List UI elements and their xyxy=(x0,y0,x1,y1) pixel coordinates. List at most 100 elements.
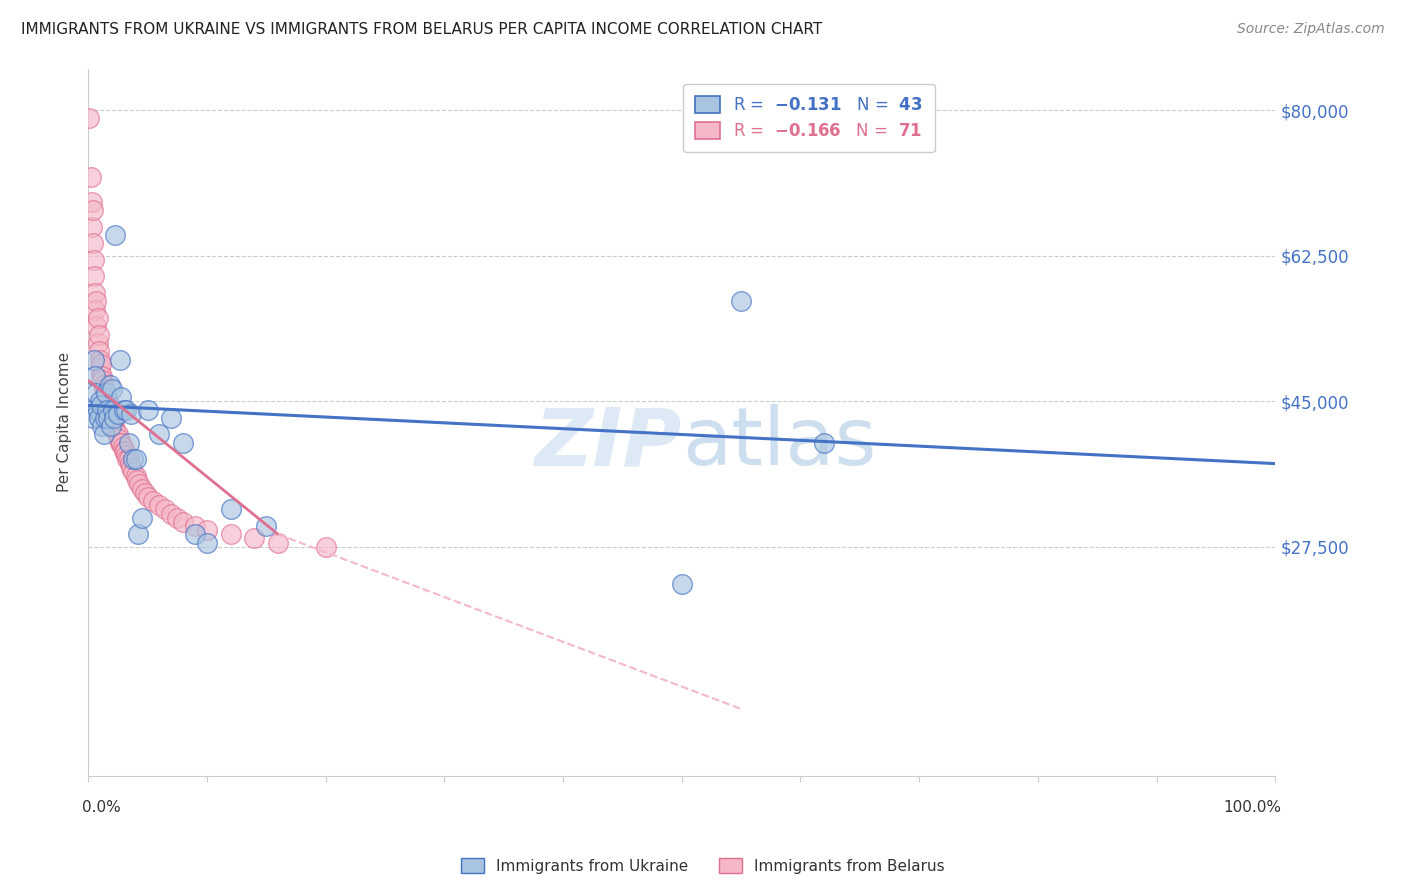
Point xyxy=(120,407,142,421)
Text: 100.0%: 100.0% xyxy=(1223,800,1281,815)
Point xyxy=(94,385,117,400)
Point xyxy=(184,519,207,533)
Point xyxy=(101,419,124,434)
Point xyxy=(195,523,218,537)
Point xyxy=(136,402,159,417)
Point xyxy=(108,435,131,450)
Point xyxy=(160,410,183,425)
Point xyxy=(267,535,290,549)
Point xyxy=(117,435,139,450)
Point xyxy=(160,507,183,521)
Point xyxy=(136,490,159,504)
Point xyxy=(97,394,120,409)
Point xyxy=(730,294,752,309)
Point xyxy=(114,444,136,458)
Point xyxy=(82,410,104,425)
Point xyxy=(86,311,108,326)
Point xyxy=(108,432,131,446)
Point xyxy=(671,577,693,591)
Point xyxy=(148,427,170,442)
Text: Source: ZipAtlas.com: Source: ZipAtlas.com xyxy=(1237,22,1385,37)
Point xyxy=(104,227,127,242)
Point xyxy=(120,460,142,475)
Point xyxy=(115,448,138,462)
Point xyxy=(134,485,156,500)
Point xyxy=(172,515,194,529)
Point xyxy=(131,510,153,524)
Point xyxy=(89,394,111,409)
Point xyxy=(82,202,104,217)
Point xyxy=(124,452,146,467)
Point xyxy=(87,327,110,342)
Point xyxy=(86,294,108,309)
Point xyxy=(104,423,127,437)
Point xyxy=(115,402,138,417)
Point xyxy=(219,502,242,516)
Point xyxy=(83,269,105,284)
Point xyxy=(97,410,120,425)
Point xyxy=(91,373,114,387)
Point xyxy=(97,402,120,417)
Point xyxy=(91,369,114,384)
Point xyxy=(79,112,101,126)
Point xyxy=(117,452,139,467)
Point xyxy=(107,407,129,421)
Point xyxy=(79,169,101,184)
Point xyxy=(315,540,337,554)
Point xyxy=(101,382,124,396)
Point xyxy=(94,410,117,425)
Point xyxy=(122,465,145,479)
Point xyxy=(243,532,266,546)
Point xyxy=(101,410,124,425)
Point xyxy=(118,457,141,471)
Point xyxy=(80,194,103,209)
Point xyxy=(84,302,107,317)
Point xyxy=(96,402,118,417)
Point xyxy=(100,419,122,434)
Point xyxy=(184,527,207,541)
Point xyxy=(80,402,103,417)
Legend: Immigrants from Ukraine, Immigrants from Belarus: Immigrants from Ukraine, Immigrants from… xyxy=(456,852,950,880)
Point xyxy=(86,319,108,334)
Point xyxy=(219,527,242,541)
Point xyxy=(254,519,277,533)
Point xyxy=(110,390,132,404)
Point xyxy=(83,352,105,367)
Point xyxy=(125,473,148,487)
Point xyxy=(90,369,112,384)
Point xyxy=(94,385,117,400)
Point xyxy=(108,352,131,367)
Point xyxy=(142,494,165,508)
Point xyxy=(103,410,125,425)
Point xyxy=(124,469,146,483)
Point xyxy=(101,415,124,429)
Point xyxy=(101,402,124,417)
Point xyxy=(86,402,108,417)
Point xyxy=(93,377,115,392)
Point xyxy=(83,252,105,267)
Point xyxy=(90,357,112,371)
Point xyxy=(96,398,118,412)
Point xyxy=(110,435,132,450)
Point xyxy=(87,344,110,359)
Point xyxy=(93,382,115,396)
Point xyxy=(122,452,145,467)
Text: IMMIGRANTS FROM UKRAINE VS IMMIGRANTS FROM BELARUS PER CAPITA INCOME CORRELATION: IMMIGRANTS FROM UKRAINE VS IMMIGRANTS FR… xyxy=(21,22,823,37)
Point xyxy=(96,394,118,409)
Point xyxy=(93,427,115,442)
Point xyxy=(86,336,108,351)
Point xyxy=(90,398,112,412)
Point xyxy=(80,219,103,234)
Point xyxy=(89,352,111,367)
Point xyxy=(155,502,177,516)
Text: 0.0%: 0.0% xyxy=(82,800,121,815)
Point xyxy=(111,440,134,454)
Point xyxy=(89,361,111,376)
Point xyxy=(195,535,218,549)
Text: ZIP: ZIP xyxy=(534,404,682,483)
Point xyxy=(84,369,107,384)
Point xyxy=(813,435,835,450)
Text: atlas: atlas xyxy=(682,404,876,483)
Point xyxy=(94,385,117,400)
Point xyxy=(117,452,139,467)
